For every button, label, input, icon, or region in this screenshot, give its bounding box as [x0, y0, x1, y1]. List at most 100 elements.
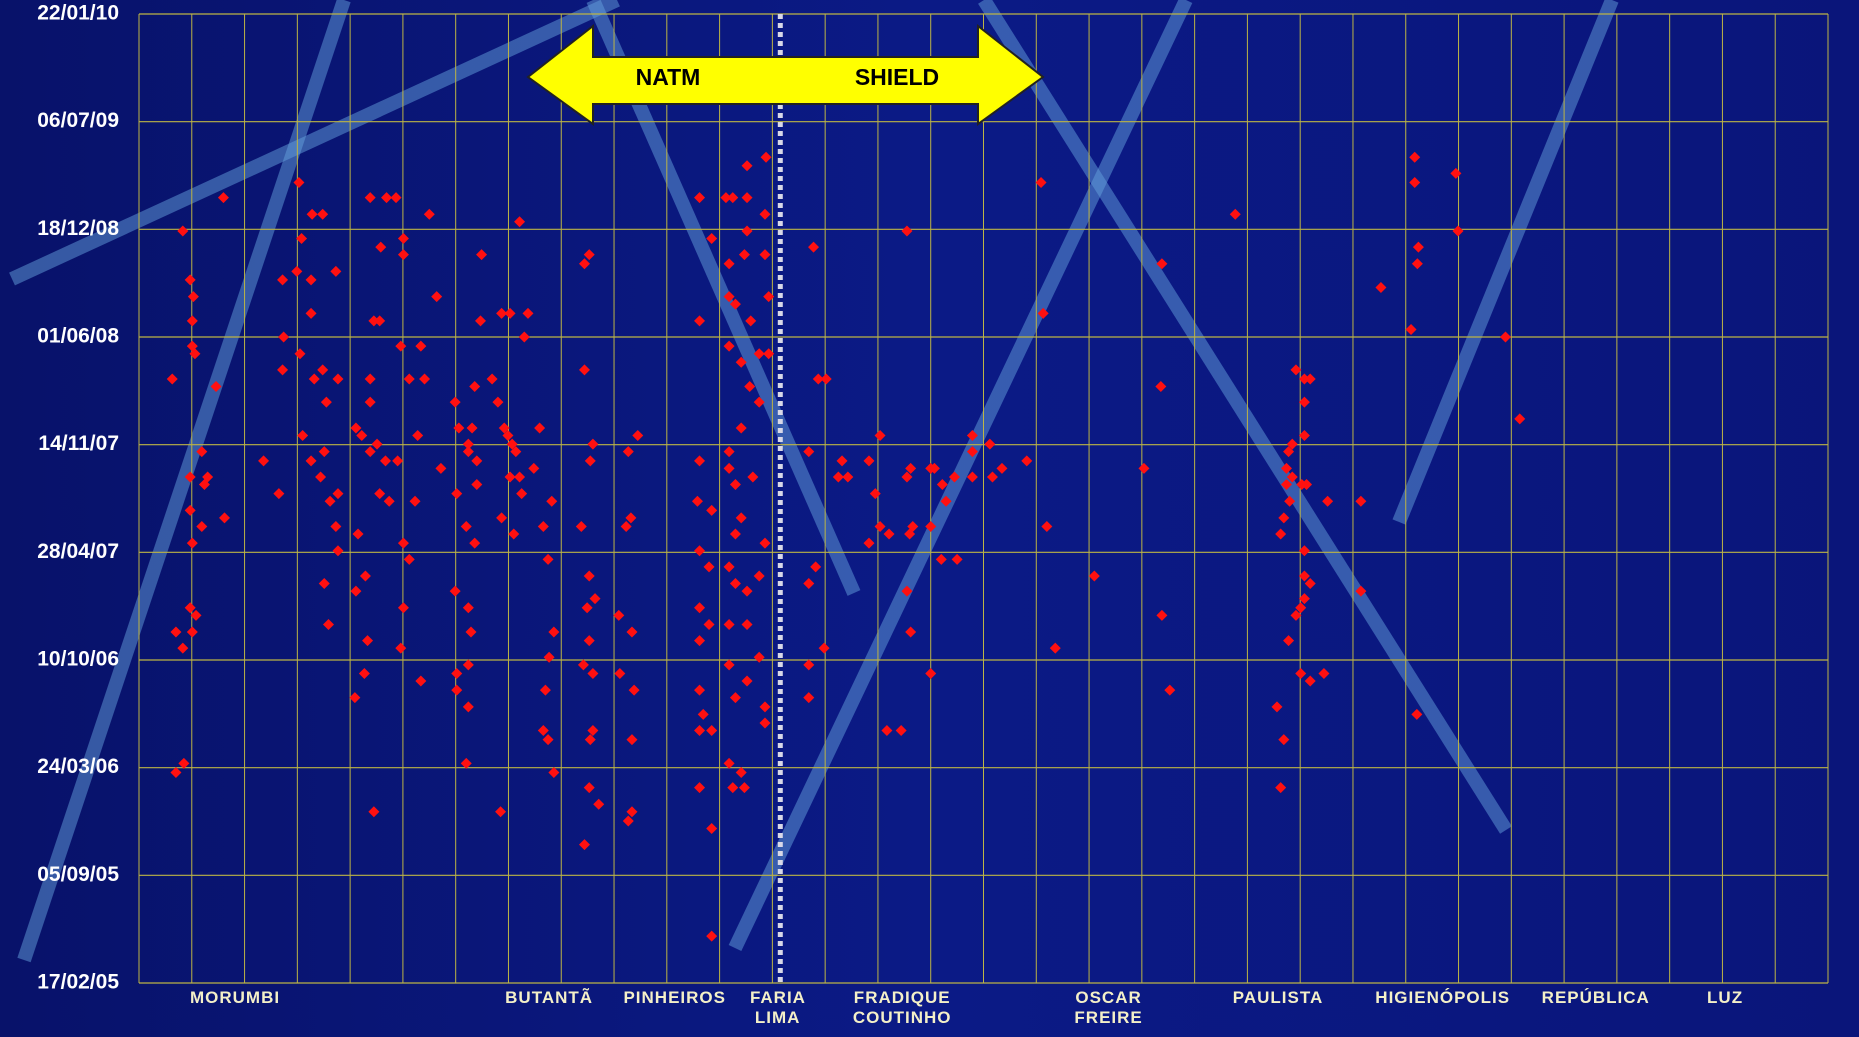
point [1290, 364, 1302, 376]
point [735, 767, 747, 779]
point [626, 626, 638, 638]
point [723, 258, 735, 270]
point [587, 667, 599, 679]
point [1405, 323, 1417, 335]
point [1278, 734, 1290, 746]
point [352, 528, 364, 540]
point [273, 488, 285, 500]
point [578, 839, 590, 851]
point [1041, 520, 1053, 532]
point [735, 422, 747, 434]
point [368, 806, 380, 818]
point [803, 692, 815, 704]
point [1035, 176, 1047, 188]
point [706, 504, 718, 516]
point [1500, 331, 1512, 343]
point [412, 430, 424, 442]
point [1304, 675, 1316, 687]
point [1156, 258, 1168, 270]
point [466, 422, 478, 434]
point [1156, 609, 1168, 621]
point [803, 578, 815, 590]
point [760, 151, 772, 163]
point [375, 241, 387, 253]
point [729, 298, 741, 310]
point [498, 422, 510, 434]
point [350, 422, 362, 434]
point [706, 725, 718, 737]
point [729, 528, 741, 540]
point [727, 192, 739, 204]
point [423, 208, 435, 220]
point [842, 471, 854, 483]
point [1278, 512, 1290, 524]
point [178, 757, 190, 769]
point [706, 822, 718, 834]
point [759, 717, 771, 729]
y-tick-label: 14/11/07 [38, 432, 119, 455]
point [694, 782, 706, 794]
point [1286, 471, 1298, 483]
point [210, 381, 222, 393]
point [1411, 258, 1423, 270]
point [364, 192, 376, 204]
point [395, 340, 407, 352]
decor-stripe [978, 0, 1512, 834]
point [628, 684, 640, 696]
point [881, 725, 893, 737]
point [324, 495, 336, 507]
point [1409, 151, 1421, 163]
point [492, 396, 504, 408]
point [1412, 241, 1424, 253]
point [187, 291, 199, 303]
point [759, 208, 771, 220]
point [763, 291, 775, 303]
point [984, 438, 996, 450]
point [753, 651, 765, 663]
point [469, 381, 481, 393]
point [322, 618, 334, 630]
point [904, 528, 916, 540]
point [296, 232, 308, 244]
point [542, 734, 554, 746]
point [504, 307, 516, 319]
point [763, 348, 775, 360]
point [584, 734, 596, 746]
point [694, 684, 706, 696]
point [744, 381, 756, 393]
point [451, 667, 463, 679]
point [863, 537, 875, 549]
point [534, 422, 546, 434]
x-tick-label: HIGIENÓPOLIS [1375, 988, 1511, 1007]
point [537, 520, 549, 532]
point [759, 249, 771, 261]
point [219, 512, 231, 524]
point [397, 537, 409, 549]
point [186, 626, 198, 638]
annotation-natm: NATM [636, 64, 701, 90]
point [575, 520, 587, 532]
point [694, 455, 706, 467]
point [583, 635, 595, 647]
point [948, 471, 960, 483]
point [869, 488, 881, 500]
point [364, 396, 376, 408]
point [723, 291, 735, 303]
point [330, 265, 342, 277]
y-tick-label: 24/03/06 [37, 755, 119, 778]
point [318, 446, 330, 458]
point [1298, 593, 1310, 605]
point [518, 331, 530, 343]
point [318, 578, 330, 590]
point [1295, 602, 1307, 614]
point [189, 348, 201, 360]
point [1322, 495, 1334, 507]
point [1409, 176, 1421, 188]
point [587, 725, 599, 737]
point [832, 471, 844, 483]
y-tick-label: 17/02/05 [37, 971, 119, 994]
point [723, 757, 735, 769]
point [379, 455, 391, 467]
point [741, 225, 753, 237]
point [1375, 281, 1387, 293]
